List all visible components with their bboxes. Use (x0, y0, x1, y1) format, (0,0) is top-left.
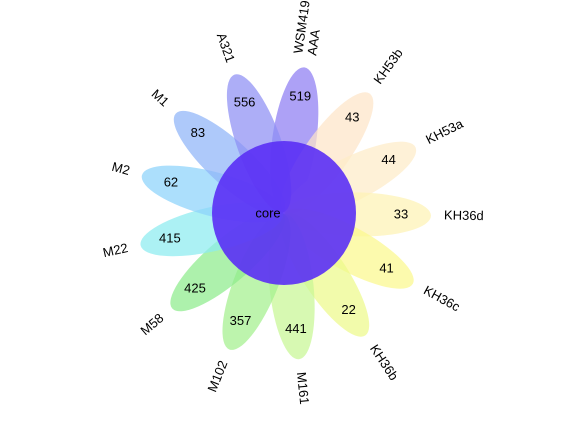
petal-count-2: 44 (381, 152, 395, 167)
petal-label-5: KH36b (367, 342, 401, 383)
petal-count-1: 43 (345, 109, 359, 124)
petal-label-1: KH53b (370, 46, 405, 87)
core-circle (212, 141, 356, 285)
petal-label-6: M161 (294, 371, 312, 405)
petal-label-4: KH36c (421, 282, 463, 314)
petal-count-3: 33 (394, 207, 408, 222)
petal-count-0: 519 (289, 89, 311, 104)
petal-count-12: 556 (234, 94, 256, 109)
petal-label-12: A321 (214, 31, 238, 65)
petal-count-5: 22 (341, 302, 355, 317)
petal-count-6: 441 (285, 321, 307, 336)
petal-label-3: KH36d (444, 207, 484, 223)
petal-label-8: M58 (137, 310, 166, 338)
petal-label-9: M22 (101, 240, 129, 260)
petal-count-9: 415 (159, 230, 181, 245)
core-label: core (255, 205, 280, 220)
petal-count-11: 83 (191, 125, 205, 140)
petal-label-2: KH53a (423, 116, 466, 148)
petal-label-11: M1 (149, 86, 172, 109)
petal-count-4: 41 (379, 261, 393, 276)
petal-count-7: 357 (230, 313, 252, 328)
petal-count-8: 425 (184, 280, 206, 295)
petal-label-10: M2 (110, 159, 131, 178)
petal-counts: 519 43 44 33 41 22 441 357 425 415 62 83 556 (159, 89, 408, 336)
petal-label-0: WSM419AAA (291, 0, 327, 56)
petal-count-10: 62 (164, 174, 178, 189)
petal-label-7: M102 (204, 358, 230, 394)
